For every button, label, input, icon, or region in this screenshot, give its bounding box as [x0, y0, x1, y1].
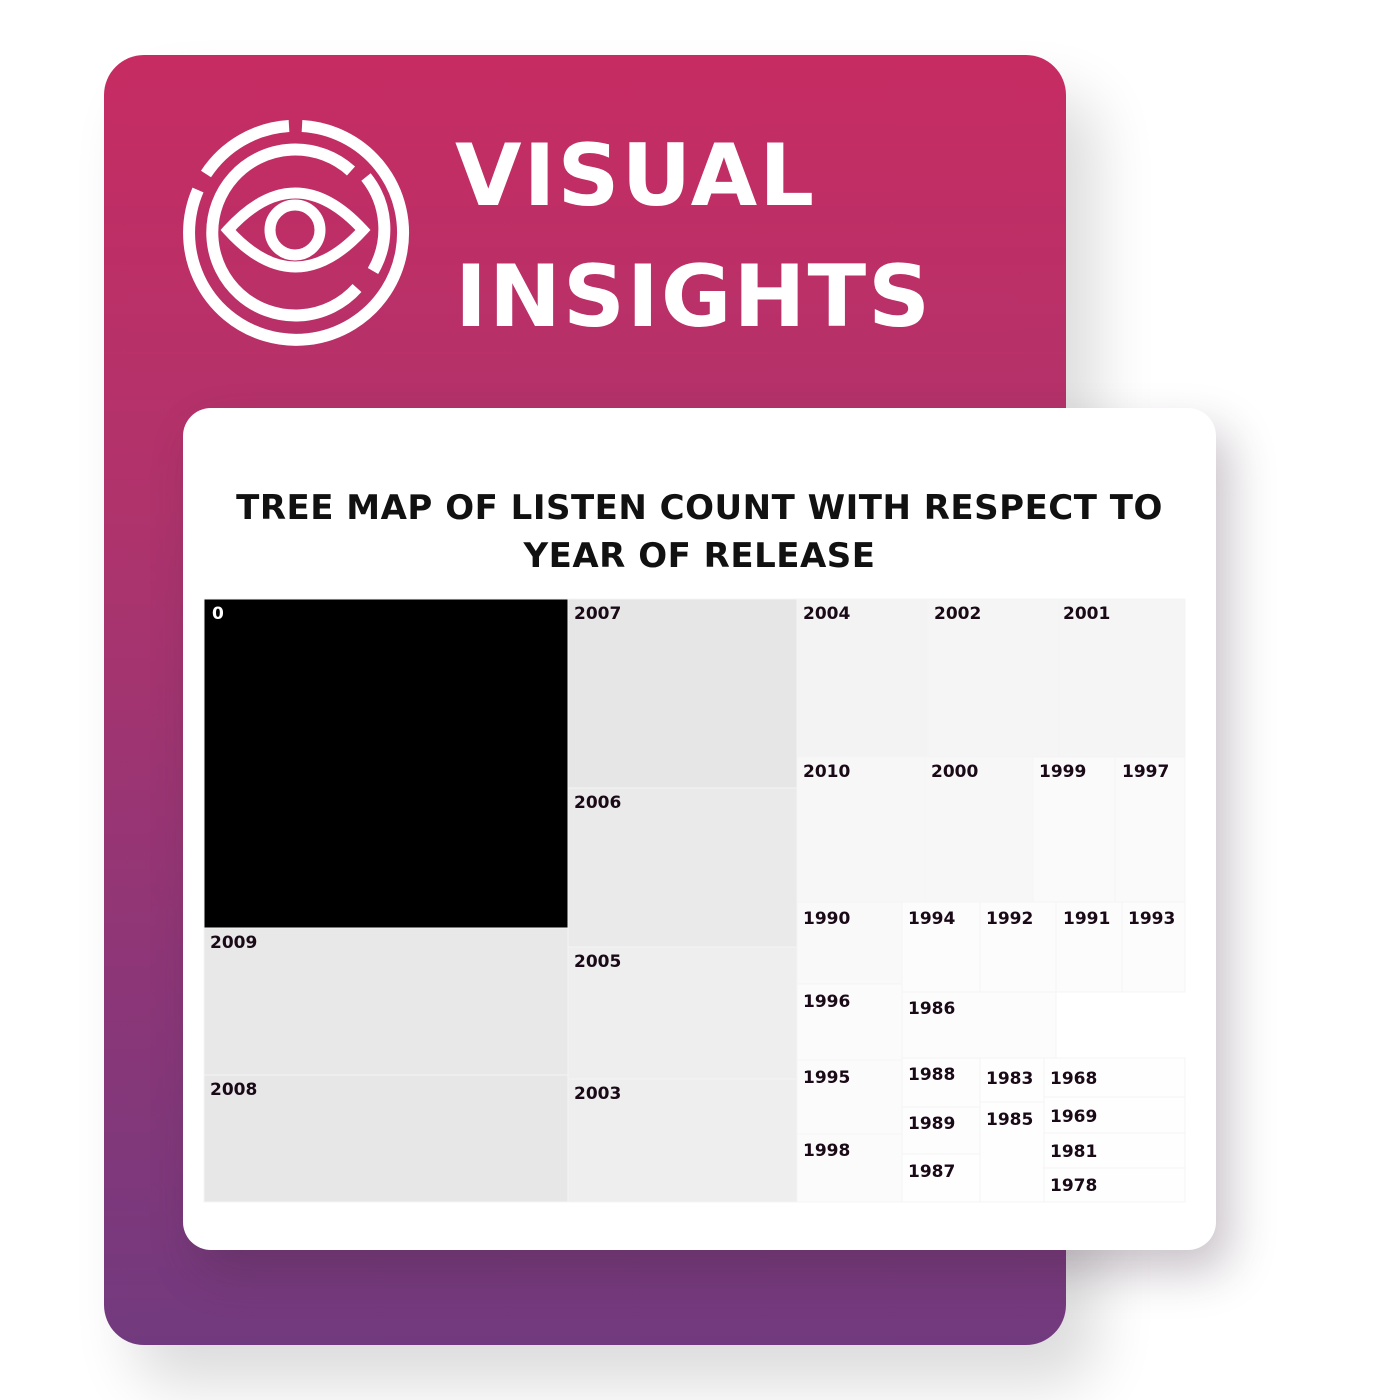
treemap-label-1989: 1989	[908, 1114, 955, 1134]
eye-target-icon	[183, 120, 410, 346]
treemap-label-2000: 2000	[931, 762, 978, 782]
treemap-label-1993: 1993	[1128, 909, 1175, 929]
treemap-tile-1999	[1032, 756, 1116, 903]
treemap-tile-1969	[1043, 1096, 1186, 1134]
treemap-label-1987: 1987	[908, 1162, 955, 1182]
treemap-tile-2002	[927, 598, 1060, 758]
treemap-label-2003: 2003	[574, 1084, 621, 1104]
treemap-label-2001: 2001	[1063, 604, 1110, 624]
treemap-tile-1993	[1121, 901, 1186, 993]
treemap-label-2007: 2007	[574, 604, 621, 624]
treemap-label-1981: 1981	[1050, 1142, 1097, 1162]
treemap-label-0: 0	[212, 604, 224, 624]
treemap-tile-2007	[567, 598, 798, 789]
treemap-tile-2005	[567, 946, 798, 1080]
treemap-label-2005: 2005	[574, 952, 621, 972]
treemap-tile-2009	[203, 927, 569, 1076]
treemap-tile-1990	[796, 901, 903, 985]
page-title-line-2: INSIGHTS	[455, 247, 933, 347]
chart-title-line-2: YEAR OF RELEASE	[523, 536, 876, 576]
treemap-label-1990: 1990	[803, 909, 850, 929]
treemap-tile-1986	[901, 991, 1057, 1059]
treemap-tile-1995	[796, 1059, 903, 1135]
treemap-label-1995: 1995	[803, 1068, 850, 1088]
treemap-tile-2010	[796, 756, 926, 903]
chart-title: TREE MAP OF LISTEN COUNT WITH RESPECT TO…	[183, 484, 1216, 580]
page-title-line-1: VISUAL	[455, 126, 817, 226]
treemap-tile-0	[203, 598, 569, 929]
treemap-label-1998: 1998	[803, 1141, 850, 1161]
treemap-label-1996: 1996	[803, 992, 850, 1012]
treemap-tile-1981	[1043, 1132, 1186, 1169]
treemap-label-1997: 1997	[1122, 762, 1169, 782]
treemap-tile-2008	[203, 1074, 569, 1203]
treemap-label-1992: 1992	[986, 909, 1033, 929]
treemap-label-2010: 2010	[803, 762, 850, 782]
treemap-label-1988: 1988	[908, 1065, 955, 1085]
treemap-label-1985: 1985	[986, 1110, 1033, 1130]
treemap-label-1978: 1978	[1050, 1176, 1097, 1196]
treemap-label-2006: 2006	[574, 793, 621, 813]
treemap-label-2004: 2004	[803, 604, 850, 624]
treemap-label-1969: 1969	[1050, 1107, 1097, 1127]
treemap-tile-1987	[901, 1153, 981, 1203]
treemap-label-2008: 2008	[210, 1080, 257, 1100]
chart-title-line-1: TREE MAP OF LISTEN COUNT WITH RESPECT TO	[236, 488, 1163, 528]
treemap-label-1991: 1991	[1063, 909, 1110, 929]
treemap-tile-2004	[796, 598, 929, 758]
treemap-label-1968: 1968	[1050, 1069, 1097, 1089]
treemap-tile-1985	[979, 1101, 1045, 1203]
treemap-tile-1991	[1055, 901, 1123, 993]
treemap-label-1994: 1994	[908, 909, 955, 929]
treemap-label-1986: 1986	[908, 999, 955, 1019]
treemap-label-1983: 1983	[986, 1069, 1033, 1089]
treemap-tile-1978	[1043, 1167, 1186, 1203]
treemap-tile-1994	[901, 901, 981, 993]
treemap-tile-1992	[979, 901, 1057, 993]
treemap-tile-1996	[796, 983, 903, 1061]
treemap-tile-2006	[567, 787, 798, 948]
treemap-label-2009: 2009	[210, 933, 257, 953]
treemap-tile-2001	[1058, 598, 1186, 758]
treemap-label-1999: 1999	[1039, 762, 1086, 782]
treemap-tile-1997	[1114, 756, 1186, 903]
treemap-tile-1998	[796, 1133, 903, 1203]
treemap-tile-2003	[567, 1078, 798, 1203]
treemap-tile-2000	[924, 756, 1034, 903]
treemap-label-2002: 2002	[934, 604, 981, 624]
